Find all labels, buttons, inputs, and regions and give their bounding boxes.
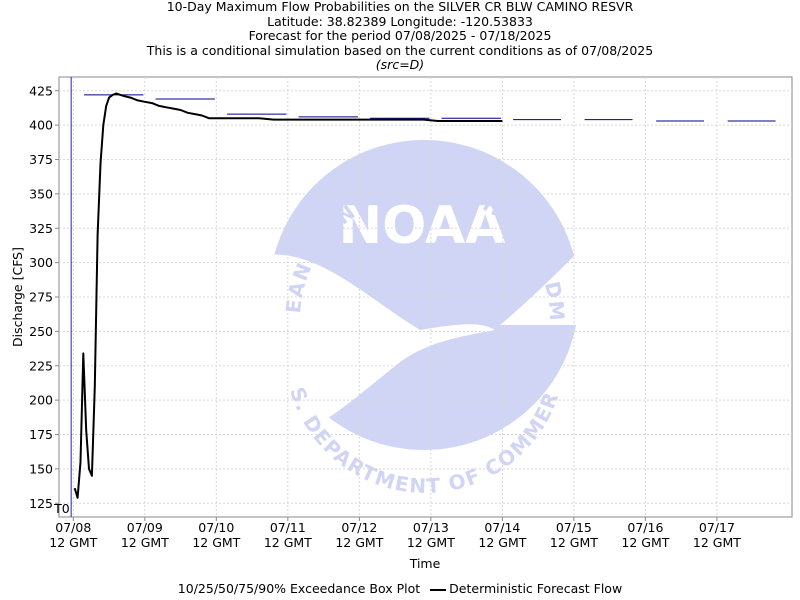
- noaa-wave-shape: [500, 250, 580, 325]
- y-tick-label: 350: [29, 186, 53, 201]
- legend-box-plot-label: 10/25/50/75/90% Exceedance Box Plot: [177, 581, 421, 596]
- x-axis-title: Time: [409, 556, 441, 571]
- deterministic-flow-line: [73, 92, 503, 499]
- x-tick-time: 12 GMT: [121, 535, 169, 550]
- y-axis-title: Discharge [CFS]: [10, 247, 25, 347]
- x-tick-time: 12 GMT: [621, 535, 669, 550]
- y-tick-label: 150: [29, 461, 53, 476]
- legend-deterministic-label: Deterministic Forecast Flow: [449, 581, 623, 596]
- noaa-logo-circle: [269, 140, 579, 450]
- x-tick-time: 12 GMT: [49, 535, 97, 550]
- x-tick-date: 07/11: [270, 520, 306, 535]
- x-tick-date: 07/14: [484, 520, 520, 535]
- legend-item-box-plot: 10/25/50/75/90% Exceedance Box Plot: [178, 581, 420, 596]
- legend-line-swatch-icon: [430, 588, 447, 591]
- y-tick-label: 325: [29, 221, 53, 236]
- x-tick-time: 12 GMT: [478, 535, 526, 550]
- x-tick-date: 07/10: [198, 520, 234, 535]
- plot-area: [58, 76, 793, 518]
- y-tick-label: 250: [29, 324, 53, 339]
- chart-header: 10-Day Maximum Flow Probabilities on the…: [0, 0, 800, 73]
- x-tick-date: 07/08: [55, 520, 91, 535]
- y-tick-label: 275: [29, 290, 53, 305]
- chart-subtitle-period: Forecast for the period 07/08/2025 - 07/…: [248, 28, 552, 44]
- y-tick-label: 300: [29, 255, 53, 270]
- chart-source-note: (src=D): [375, 57, 425, 73]
- y-tick-label: 425: [29, 83, 53, 98]
- y-tick-label: 375: [29, 152, 53, 167]
- y-tick-label: 200: [29, 393, 53, 408]
- y-tick-label: 225: [29, 358, 53, 373]
- x-tick-time: 12 GMT: [407, 535, 455, 550]
- chart-legend: 10/25/50/75/90% Exceedance Box Plot Dete…: [0, 580, 800, 596]
- t0-marker: T0: [53, 77, 72, 517]
- y-tick-label: 400: [29, 118, 53, 133]
- y-tick-label: 175: [29, 427, 53, 442]
- t0-label: T0: [53, 501, 70, 516]
- chart-subtitle-conditions: This is a conditional simulation based o…: [146, 42, 654, 58]
- legend-item-deterministic: Deterministic Forecast Flow: [430, 581, 622, 596]
- x-tick-date: 07/17: [699, 520, 735, 535]
- grid-lines: [59, 77, 792, 517]
- x-tick-date: 07/13: [413, 520, 449, 535]
- x-tick-time: 12 GMT: [550, 535, 598, 550]
- x-tick-time: 12 GMT: [335, 535, 383, 550]
- noaa-bird-shape: [268, 254, 495, 430]
- x-tick-time: 12 GMT: [192, 535, 240, 550]
- y-axis: 125 150 175 200 225 250 275 300 325 350 375 400 425: [29, 83, 59, 511]
- x-tick-date: 07/16: [627, 520, 663, 535]
- x-tick-date: 07/15: [556, 520, 592, 535]
- x-tick-date: 07/12: [341, 520, 377, 535]
- x-tick-date: 07/09: [127, 520, 163, 535]
- chart-subtitle-location: Latitude: 38.82389 Longitude: -120.53833: [267, 13, 533, 29]
- noaa-logo-text: NOAA: [339, 196, 506, 256]
- x-tick-time: 12 GMT: [693, 535, 741, 550]
- x-tick-time: 12 GMT: [264, 535, 312, 550]
- y-tick-label: 125: [29, 496, 53, 511]
- chart-title: 10-Day Maximum Flow Probabilities on the…: [166, 0, 634, 14]
